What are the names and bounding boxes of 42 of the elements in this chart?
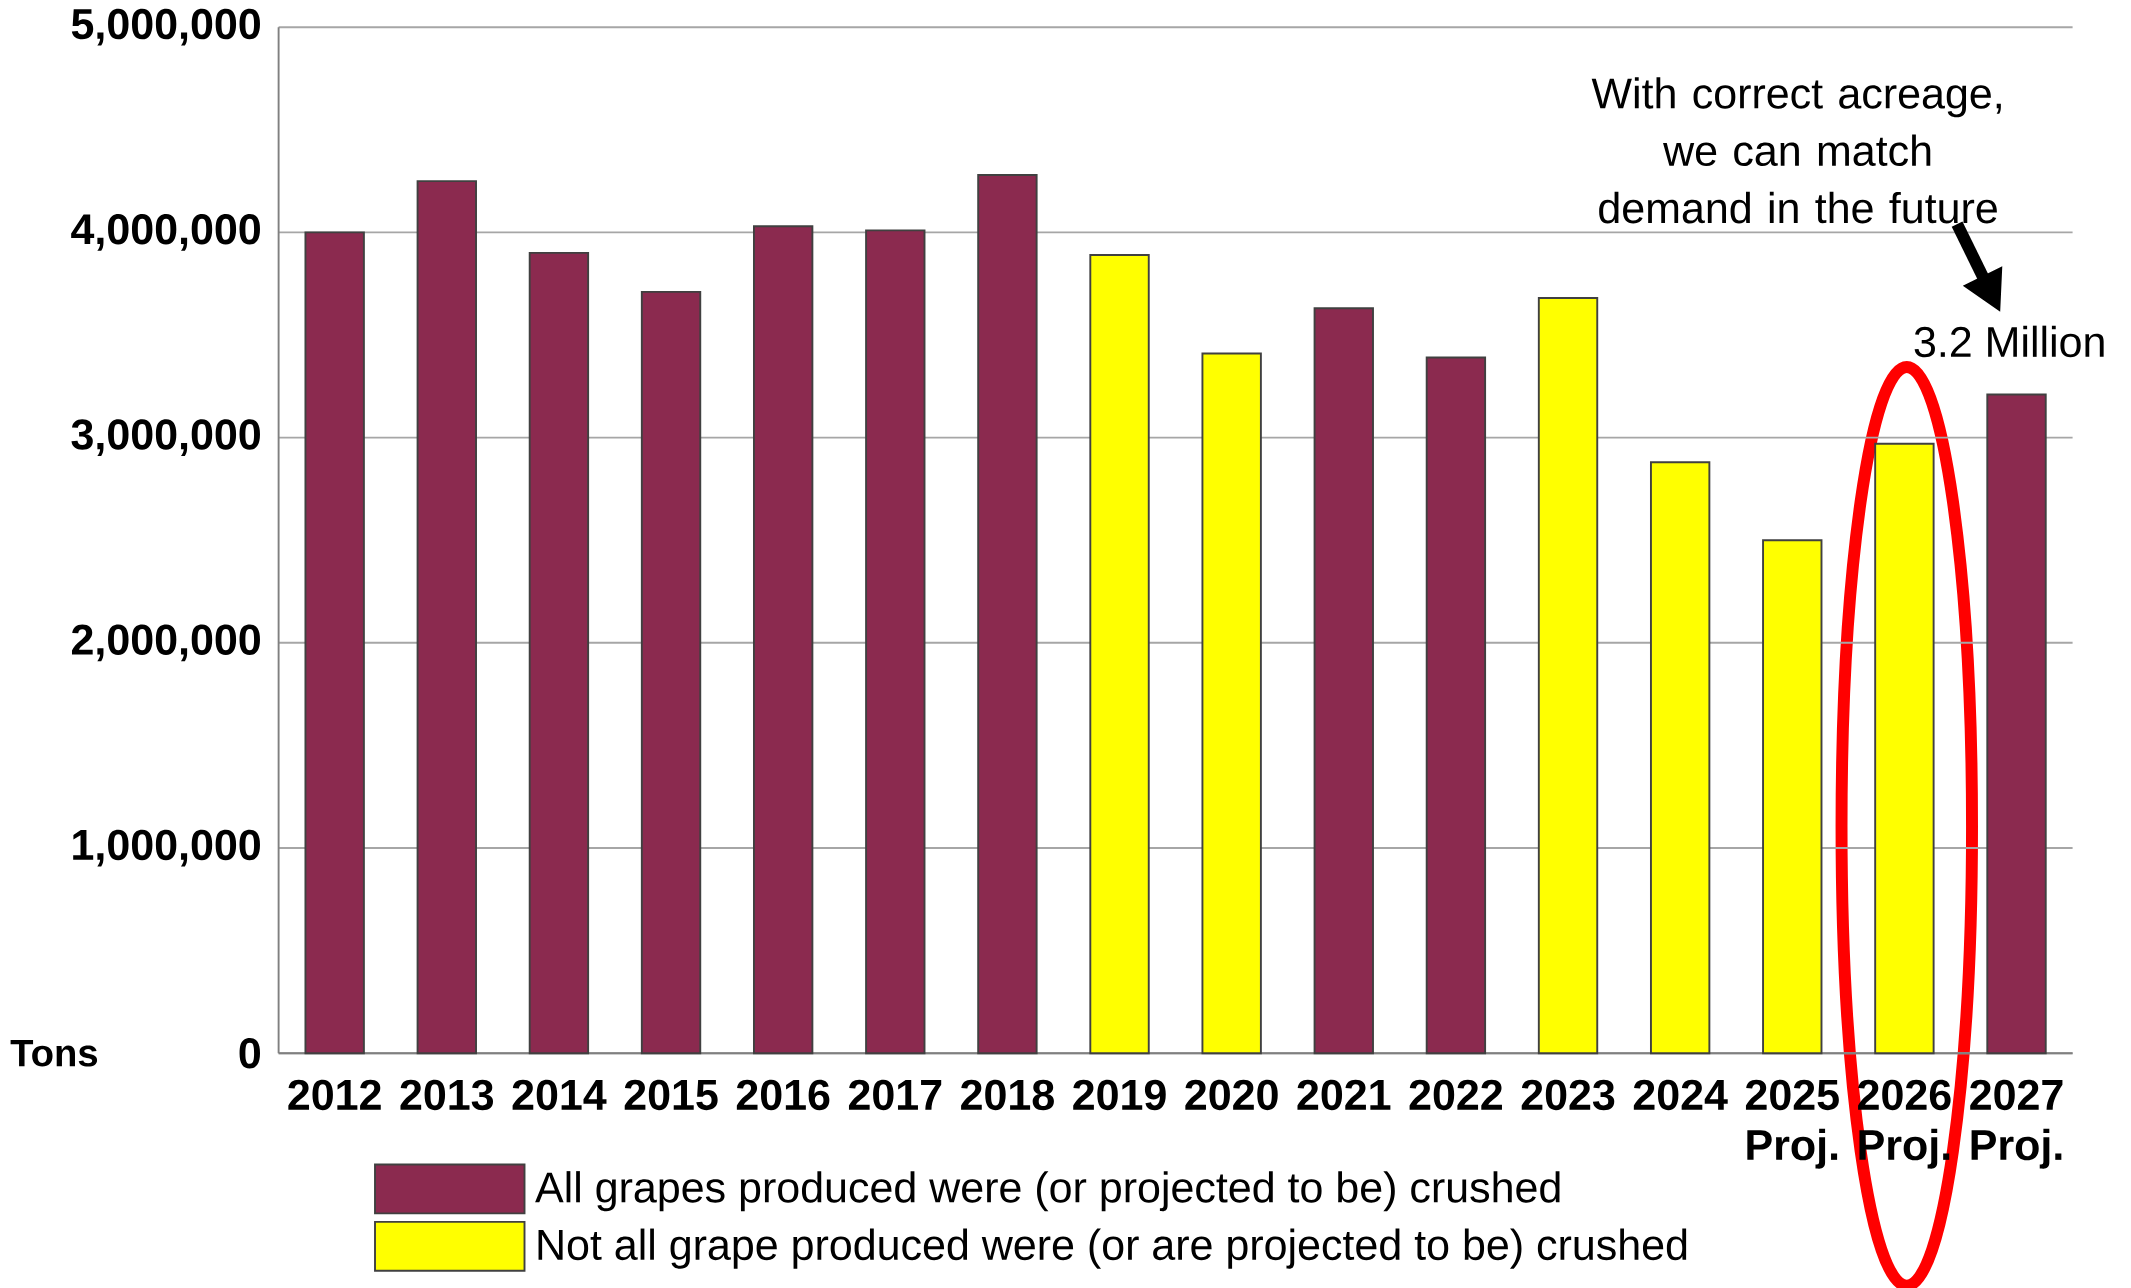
y-tick-label: 1,000,000: [73, 829, 260, 867]
x-tick-label: 2016: [736, 1079, 830, 1110]
bar: [640, 290, 702, 1055]
y-axis-title: Tons: [10, 1039, 98, 1067]
bar: [752, 225, 814, 1055]
bar: [304, 231, 365, 1055]
x-tick-label: 2023: [1521, 1079, 1615, 1110]
bar: [528, 251, 590, 1055]
bar: [1874, 442, 1935, 1055]
x-tick-label: 2018: [961, 1079, 1054, 1110]
y-tick-label: 4,000,000: [71, 213, 260, 251]
y-tick-label: 0: [239, 1037, 260, 1069]
y-tick-label: 5,000,000: [71, 8, 260, 46]
x-tick-label: 2012: [288, 1079, 381, 1110]
bar: [1089, 253, 1150, 1055]
y-tick-label: 2,000,000: [71, 624, 260, 661]
bar: [416, 179, 477, 1055]
y-tick-label: 3,000,000: [71, 419, 260, 456]
annotation: 3.2 Million: [1914, 325, 2104, 358]
x-tick-label: 2025 Proj.: [1745, 1079, 1839, 1169]
legend-label: Not all grape produced were (or are projected to be) crushed: [538, 1228, 1687, 1269]
annotation: With correct acreage, we can match demand in the future: [1591, 77, 2001, 224]
x-tick-label: 2019: [1073, 1079, 1166, 1110]
bar: [1201, 352, 1262, 1055]
x-tick-label: 2013: [400, 1079, 494, 1110]
x-tick-label: 2027 Proj.: [1970, 1079, 2063, 1169]
x-tick-label: 2024: [1633, 1079, 1728, 1110]
x-tick-label: 2022: [1409, 1079, 1502, 1110]
bar: [865, 229, 926, 1055]
bar: [1425, 356, 1487, 1055]
x-tick-label: 2021: [1297, 1079, 1391, 1110]
bar: [1986, 393, 2047, 1055]
x-tick-label: 2014: [512, 1079, 607, 1110]
bar: [1537, 296, 1599, 1055]
x-tick-label: 2015: [624, 1079, 718, 1110]
bar: [977, 173, 1038, 1055]
legend-label: All grapes produced were (or projected to be) crushed: [535, 1170, 1560, 1212]
bar: [1762, 539, 1823, 1055]
bar: [1649, 461, 1711, 1055]
x-tick-label: 2017: [848, 1079, 942, 1110]
x-tick-label: 2020: [1185, 1079, 1278, 1110]
bar: [1313, 307, 1374, 1055]
